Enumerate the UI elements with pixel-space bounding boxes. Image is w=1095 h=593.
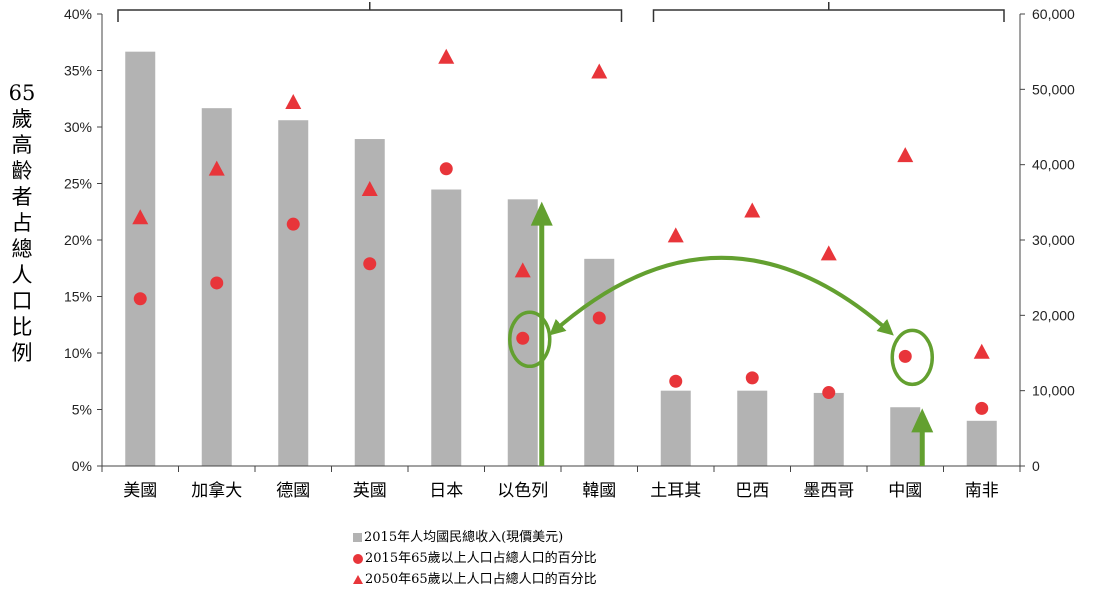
x-tick-label-日本: 日本 bbox=[429, 481, 463, 501]
bar-土耳其 bbox=[660, 390, 691, 466]
y-tick-label-left: 10% bbox=[64, 345, 92, 361]
circle-2015-巴西 bbox=[745, 371, 759, 385]
triangle-2050-以色列 bbox=[514, 262, 531, 278]
highlight-ellipse-以色列 bbox=[508, 310, 552, 369]
y-tick-label-right: 30,000 bbox=[1032, 232, 1075, 248]
y-tick-label-left: 30% bbox=[64, 119, 92, 135]
x-tick-label-以色列: 以色列 bbox=[497, 481, 548, 501]
y-tick-label-right: 20,000 bbox=[1032, 307, 1075, 323]
legend-item-circle: 2015年65歲以上人口占總人口的百分比 bbox=[353, 548, 597, 569]
triangle-2050-中國 bbox=[897, 147, 914, 163]
y-tick-label-left: 25% bbox=[64, 176, 92, 192]
circle-2015-美國 bbox=[133, 292, 147, 306]
bar-墨西哥 bbox=[813, 392, 844, 466]
circle-2015-以色列 bbox=[516, 331, 530, 345]
legend-circle-swatch bbox=[353, 553, 363, 564]
circle-2015-日本 bbox=[439, 162, 453, 176]
circle-2015-墨西哥 bbox=[822, 386, 836, 400]
bar-德國 bbox=[278, 120, 309, 466]
y-tick-label-left: 40% bbox=[64, 6, 92, 22]
x-tick-label-英國: 英國 bbox=[353, 481, 387, 501]
y-tick-label-right: 0 bbox=[1032, 458, 1040, 474]
x-tick-label-加拿大: 加拿大 bbox=[191, 480, 242, 501]
bar-韓國 bbox=[584, 258, 615, 466]
bar-中國 bbox=[890, 407, 921, 466]
circle-2015-韓國 bbox=[592, 311, 606, 325]
circle-2015-中國 bbox=[898, 349, 912, 363]
x-tick-label-南非: 南非 bbox=[965, 481, 999, 501]
y-tick-label-right: 60,000 bbox=[1032, 6, 1075, 22]
triangle-2050-韓國 bbox=[591, 63, 608, 79]
x-tick-label-韓國: 韓國 bbox=[582, 481, 616, 501]
triangle-2050-日本 bbox=[438, 48, 455, 64]
y-tick-label-left: 5% bbox=[72, 402, 92, 418]
bar-南非 bbox=[966, 420, 997, 466]
up-arrow-head-中國 bbox=[911, 408, 934, 433]
legend-label-2050: 2050年65歲以上人口占總人口的百分比 bbox=[365, 572, 597, 587]
x-tick-label-美國: 美國 bbox=[123, 481, 157, 501]
y-tick-label-right: 40,000 bbox=[1032, 157, 1075, 173]
y-axis-label: 65歲高齡者占總人口比例 bbox=[8, 81, 36, 365]
circle-2015-英國 bbox=[363, 257, 377, 271]
x-tick-label-巴西: 巴西 bbox=[735, 481, 769, 501]
triangle-2050-德國 bbox=[285, 94, 302, 110]
y-tick-label-left: 0% bbox=[72, 458, 92, 474]
x-tick-label-德國: 德國 bbox=[276, 481, 310, 501]
triangle-2050-南非 bbox=[973, 343, 990, 359]
triangle-2050-美國 bbox=[132, 209, 149, 225]
triangle-2050-加拿大 bbox=[208, 160, 225, 176]
highlight-ellipse-中國 bbox=[890, 328, 934, 387]
legend-triangle-swatch bbox=[353, 575, 363, 584]
x-tick-label-中國: 中國 bbox=[888, 481, 922, 501]
triangle-2050-土耳其 bbox=[667, 227, 684, 243]
bar-美國 bbox=[125, 51, 156, 467]
triangle-2050-墨西哥 bbox=[820, 245, 837, 261]
legend-label-2015: 2015年65歲以上人口占總人口的百分比 bbox=[365, 551, 597, 566]
circle-2015-德國 bbox=[286, 217, 300, 231]
y-tick-label-left: 20% bbox=[64, 232, 92, 248]
circle-2015-南非 bbox=[975, 401, 989, 415]
legend-bar-swatch bbox=[353, 533, 362, 542]
group-bracket-1 bbox=[652, 2, 1005, 22]
bar-巴西 bbox=[737, 390, 768, 466]
legend-item-triangle: 2050年65歲以上人口占總人口的百分比 bbox=[353, 569, 597, 590]
y-tick-label-left: 15% bbox=[64, 289, 92, 305]
legend-item-bar: 2015年人均國民總收入(現價美元) bbox=[353, 527, 597, 548]
triangle-2050-英國 bbox=[361, 181, 378, 197]
circle-2015-土耳其 bbox=[669, 374, 683, 388]
x-tick-label-土耳其: 土耳其 bbox=[650, 481, 701, 501]
bar-日本 bbox=[431, 189, 462, 466]
comparison-double-arrow bbox=[549, 255, 894, 336]
y-tick-label-right: 10,000 bbox=[1032, 383, 1075, 399]
x-tick-label-墨西哥: 墨西哥 bbox=[803, 481, 854, 501]
y-tick-label-left: 35% bbox=[64, 63, 92, 79]
legend-label-gni: 2015年人均國民總收入(現價美元) bbox=[364, 530, 564, 545]
circle-2015-加拿大 bbox=[210, 276, 224, 290]
triangle-2050-巴西 bbox=[744, 202, 761, 218]
legend: 2015年人均國民總收入(現價美元) 2015年65歲以上人口占總人口的百分比 … bbox=[353, 527, 597, 590]
y-tick-label-right: 50,000 bbox=[1032, 81, 1075, 97]
group-bracket-0 bbox=[117, 2, 623, 22]
up-arrow-head-以色列 bbox=[530, 201, 553, 226]
